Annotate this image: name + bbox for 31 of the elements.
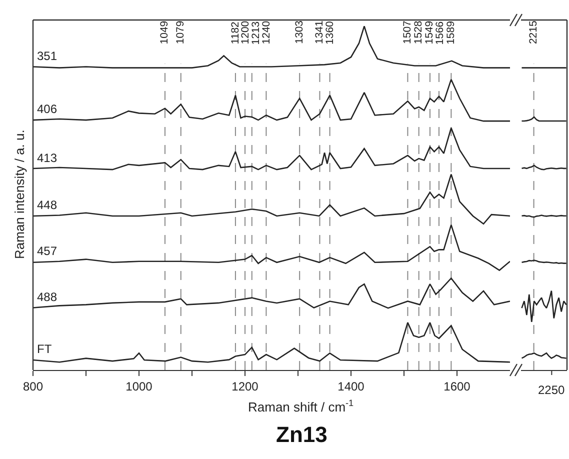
- series-label: 448: [37, 198, 58, 212]
- series-label: 351: [37, 49, 58, 63]
- ref-line-label: 1213: [250, 21, 262, 45]
- text: 2215: [528, 20, 540, 44]
- ref-line-label: 1303: [293, 20, 306, 44]
- x-tick-label: 1400: [338, 380, 365, 394]
- ref-line-label: 1079: [174, 20, 187, 44]
- x-tick-label: 1200: [232, 380, 259, 394]
- ref-line-label: 1182: [230, 21, 242, 44]
- ref-line-label: 1528: [412, 20, 425, 44]
- series-label: 488: [37, 290, 58, 304]
- series-label: 457: [37, 244, 58, 258]
- ref-line-label: 1049: [158, 20, 171, 44]
- ref-line-label: 1240: [260, 20, 273, 44]
- y-axis-title: Raman intensity / a. u.: [12, 130, 27, 259]
- text: Zn13: [276, 422, 328, 447]
- series-label: FT: [37, 342, 52, 356]
- x-tick-label: 800: [22, 380, 44, 394]
- ref-line-label: 1507: [401, 20, 414, 44]
- ref-line-label: 1200: [240, 20, 252, 44]
- x-tick-label: 1600: [444, 380, 471, 394]
- ref-line-label: 1341: [313, 20, 326, 44]
- x-tick-label: 1000: [126, 380, 153, 394]
- text: 2250: [538, 383, 566, 397]
- ref-line-label: 1566: [434, 21, 446, 45]
- series-label: 413: [37, 151, 58, 165]
- ref-line-label: 1589: [444, 20, 457, 44]
- series-label: 406: [37, 102, 58, 116]
- x-axis-title: Raman shift / cm$^{-1}$: [248, 398, 354, 414]
- ref-line-label: 1549: [424, 20, 436, 44]
- ref-line-label: 1360: [324, 20, 336, 44]
